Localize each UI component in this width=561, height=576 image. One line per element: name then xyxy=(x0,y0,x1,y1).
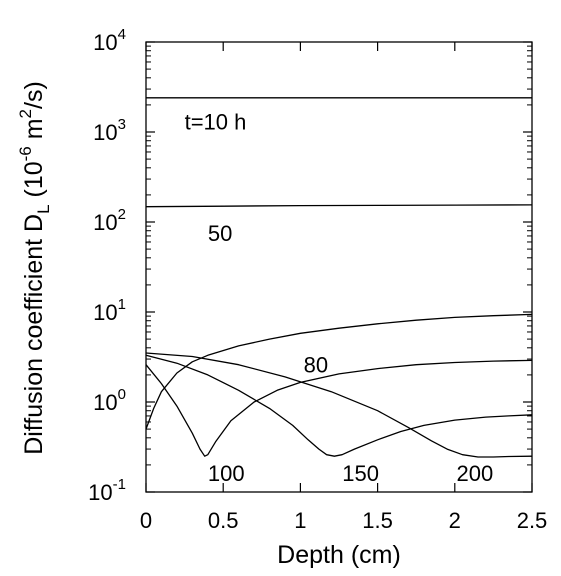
x-tick-label: 2 xyxy=(449,508,461,533)
x-axis-label: Depth (cm) xyxy=(277,541,401,569)
y-tick-label: 101 xyxy=(93,296,126,325)
y-tick-label: 103 xyxy=(93,116,126,145)
x-tick-label: 1 xyxy=(294,508,306,533)
y-axis-label-exponent: -6 xyxy=(16,146,35,161)
curve-annotation: 100 xyxy=(208,461,245,486)
series-label: t=10 h xyxy=(185,110,247,135)
series-line-200 xyxy=(145,352,533,458)
y-axis-label: Diffusion coefficient DL (10-6 m2/s) xyxy=(16,81,53,455)
y-axis-label-open: (10 xyxy=(20,161,48,204)
y-axis-label-main: Diffusion coefficient D xyxy=(20,214,48,455)
plot-frame xyxy=(145,41,533,493)
y-axis-label-subscript: L xyxy=(34,204,53,213)
y-tick-label: 10-1 xyxy=(88,476,126,505)
x-tick-label: 2.5 xyxy=(517,508,548,533)
axis-ticks xyxy=(145,41,533,493)
series-line-80 xyxy=(145,313,533,430)
x-tick-label: 1.5 xyxy=(362,508,393,533)
series-label: 50 xyxy=(208,221,232,246)
series-line-150 xyxy=(145,354,533,457)
y-tick-label: 104 xyxy=(93,26,126,55)
series-line-50 xyxy=(145,204,533,208)
plot-lines xyxy=(145,97,533,458)
curve-annotation: 200 xyxy=(457,461,494,486)
y-axis-label-unit: m xyxy=(20,118,48,146)
curve-annotation: 150 xyxy=(342,461,379,486)
series-line-100 xyxy=(145,359,533,457)
x-tick-label: 0.5 xyxy=(208,508,239,533)
y-tick-label: 100 xyxy=(93,386,126,415)
x-tick-label: 0 xyxy=(140,508,152,533)
y-tick-label: 102 xyxy=(93,206,126,235)
y-axis-label-unit-exponent: 2 xyxy=(16,109,35,118)
y-axis-label-close: /s) xyxy=(20,81,48,109)
text-labels: 0 0.5 1 1.5 2 2.5 10-1 100 101 102 103 104 t=10 h 50 8… xyxy=(88,26,547,533)
series-label: 80 xyxy=(304,353,328,378)
